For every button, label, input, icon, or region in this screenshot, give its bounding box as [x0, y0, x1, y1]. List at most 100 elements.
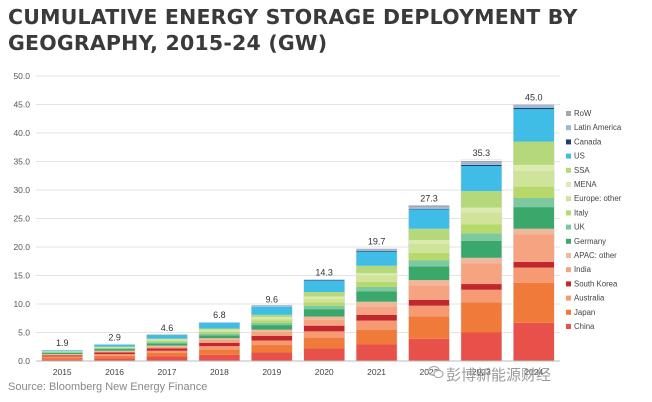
legend-swatch	[566, 196, 571, 202]
bar-segment	[356, 248, 398, 250]
x-tick-label: 2023	[472, 367, 491, 377]
bar-segment	[41, 353, 83, 355]
bar-segment	[408, 316, 450, 339]
legend-swatch	[566, 309, 571, 315]
legend-item: RoW	[566, 109, 592, 118]
bar-segment	[146, 356, 188, 361]
legend-item: US	[566, 152, 585, 161]
x-tick-label: 2016	[105, 367, 124, 377]
bar-stack	[408, 205, 450, 362]
bar-segment	[356, 249, 398, 251]
legend-swatch	[566, 153, 571, 159]
y-tick-label: 10.0	[13, 299, 30, 309]
bar-segment	[356, 291, 398, 302]
bar-segment	[198, 335, 240, 339]
bar-segment	[303, 337, 345, 349]
bar-segment	[460, 332, 502, 361]
legend: RoW Latin America Canada US SSA MENA Europe: o…	[566, 109, 622, 331]
bar-segment	[251, 345, 293, 353]
bar-segment	[408, 280, 450, 286]
bar-segment	[146, 339, 188, 340]
legend-item: Australia	[566, 294, 605, 303]
bar-segment	[251, 331, 293, 336]
y-tick-label: 35.0	[13, 157, 30, 167]
bar-segment	[303, 280, 345, 293]
bar-segment	[408, 285, 450, 301]
bar-segment	[460, 207, 502, 213]
legend-item: South Korea	[566, 279, 618, 288]
legend-swatch	[566, 125, 571, 131]
x-tick-label: 2017	[158, 367, 177, 377]
bar-segment	[513, 207, 555, 229]
bar-segment	[303, 279, 345, 281]
bar-segment	[513, 322, 555, 361]
bar-segment	[251, 320, 293, 323]
bar-segment	[94, 346, 136, 348]
source-note: Source: Bloomberg New Energy Finance	[8, 381, 208, 393]
bar-segment	[251, 352, 293, 361]
bar-stack	[198, 321, 241, 362]
bar-segment	[251, 317, 293, 319]
bar-segment	[94, 347, 136, 349]
bar-segment	[41, 354, 83, 356]
legend-label: China	[574, 322, 595, 331]
bar-segment	[251, 314, 293, 318]
bar-segment	[303, 309, 345, 317]
bar-segment	[251, 340, 293, 346]
total-label: 19.7	[368, 237, 386, 247]
legend-swatch	[566, 182, 571, 187]
legend-item: UK	[566, 223, 586, 232]
legend-swatch	[566, 167, 571, 173]
legend-label: APAC: other	[574, 251, 617, 260]
bar-segment	[198, 346, 240, 350]
bar-segment	[460, 257, 502, 264]
bar-segment	[513, 261, 555, 268]
total-label: 9.6	[266, 294, 279, 304]
bar-segment	[198, 322, 240, 323]
bar-segment	[41, 352, 83, 354]
bar-segment	[146, 348, 188, 351]
legend-label: Germany	[574, 237, 606, 246]
bar-segment	[303, 298, 345, 303]
bar-segment	[356, 273, 398, 276]
bar-segment	[356, 250, 398, 252]
y-tick-label: 45.0	[13, 100, 30, 110]
total-label: 35.3	[473, 148, 491, 158]
bar-segment	[356, 286, 398, 292]
legend-item: MENA	[566, 180, 597, 189]
bar-segment	[408, 300, 450, 306]
bar-segment	[198, 329, 240, 331]
bar-segment	[460, 240, 502, 258]
legend-item: India	[566, 265, 592, 274]
bar-segment	[41, 351, 83, 353]
legend-label: Australia	[574, 294, 605, 303]
legend-swatch	[566, 139, 571, 145]
bar-segment	[94, 349, 136, 351]
bar-segment	[408, 228, 450, 241]
bar-segment	[41, 357, 83, 360]
bar-segment	[408, 209, 450, 229]
bar-segment	[251, 305, 293, 307]
bar-stacks	[41, 104, 555, 362]
chart-title: CUMULATIVE ENERGY STORAGE DEPLOYMENT BY …	[8, 5, 578, 55]
bar-segment	[513, 104, 555, 106]
legend-label: Canada	[574, 137, 602, 146]
bar-segment	[303, 331, 345, 338]
total-label: 14.3	[315, 267, 333, 277]
bar-segment	[198, 339, 240, 343]
bar-segment	[408, 266, 450, 281]
bar-segment	[408, 205, 450, 208]
bar-stack	[251, 305, 293, 362]
total-label: 27.3	[420, 193, 438, 203]
total-label: 45.0	[525, 93, 543, 103]
legend-swatch	[566, 210, 571, 216]
bar-segment	[198, 349, 240, 355]
y-tick-label: 50.0	[13, 71, 30, 81]
legend-swatch	[566, 324, 571, 329]
bar-segment	[460, 302, 502, 333]
bar-segment	[146, 342, 188, 344]
bar-segment	[356, 275, 398, 282]
legend-label: RoW	[574, 109, 592, 118]
bar-segment	[356, 251, 398, 266]
